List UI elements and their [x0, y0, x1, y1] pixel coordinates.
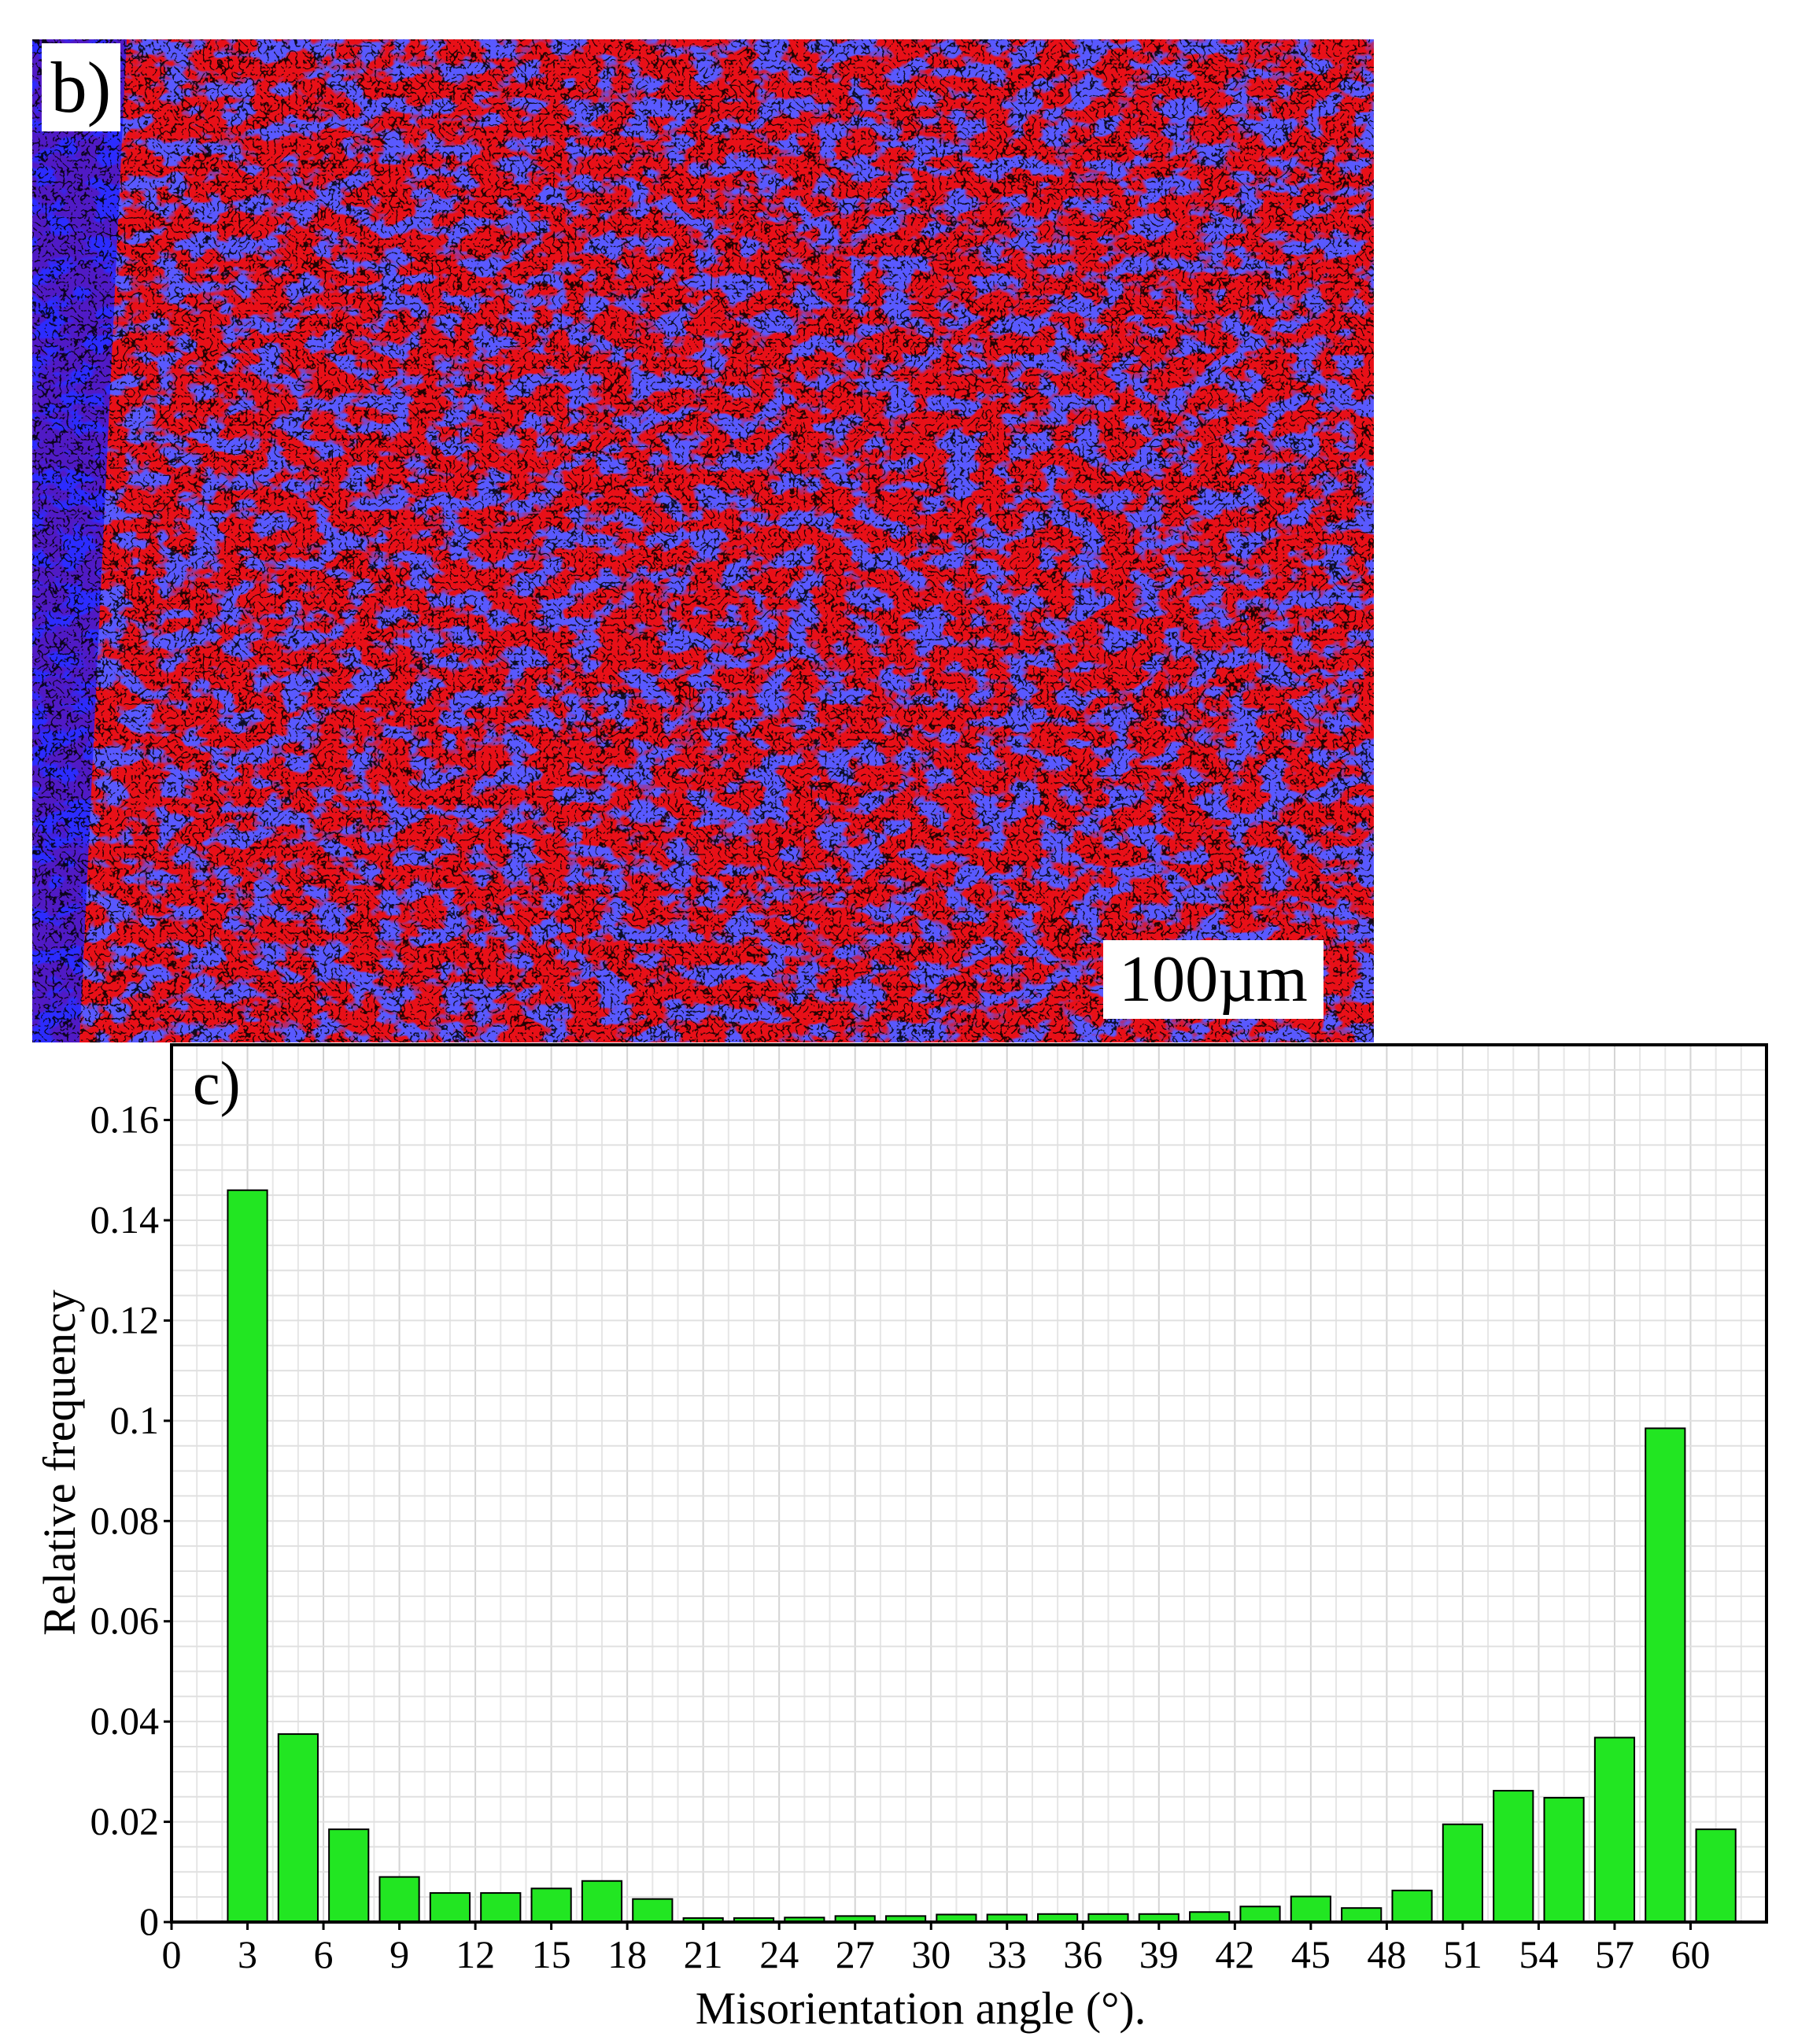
bar — [530, 1887, 572, 1924]
x-tick-label: 6 — [314, 1932, 334, 1976]
y-tick-label: 0 — [139, 1899, 159, 1943]
bar — [378, 1876, 420, 1924]
x-axis-title: Misorientation angle (°). — [696, 1983, 1146, 2034]
x-tick-label: 54 — [1519, 1932, 1558, 1976]
y-tick-label: 0.12 — [90, 1297, 160, 1341]
x-tick-label: 24 — [759, 1932, 799, 1976]
y-axis-ticks: 0 0.02 0.04 0.06 0.08 0.1 0.12 0.14 0.16 — [90, 1098, 172, 1943]
y-tick-label: 0.14 — [90, 1197, 160, 1242]
y-tick-label: 0.08 — [90, 1498, 160, 1542]
bar — [632, 1898, 674, 1923]
x-tick-label: 42 — [1215, 1932, 1254, 1976]
bar — [1239, 1906, 1281, 1923]
plot-frame — [170, 1043, 1768, 1924]
x-tick-label: 33 — [988, 1932, 1027, 1976]
bar — [480, 1892, 522, 1923]
bar — [328, 1828, 370, 1924]
x-tick-label: 48 — [1367, 1932, 1406, 1976]
bar — [1341, 1907, 1383, 1923]
scale-bar-label: 100µm — [1103, 940, 1324, 1019]
bar — [1645, 1427, 1686, 1923]
x-tick-label: 15 — [532, 1932, 571, 1976]
bar — [429, 1892, 471, 1923]
bar — [1442, 1823, 1484, 1923]
bar — [277, 1733, 319, 1924]
grain-boundary-network — [32, 39, 1374, 1042]
bar — [1391, 1889, 1433, 1924]
bar — [1593, 1736, 1636, 1924]
bar-series — [227, 1189, 1737, 1924]
bar — [227, 1189, 268, 1924]
x-tick-label: 18 — [607, 1932, 647, 1976]
panel-b-label: b) — [42, 43, 120, 131]
x-tick-label: 45 — [1291, 1932, 1331, 1976]
chart-grid — [171, 1044, 1767, 1923]
ebsd-phase-map: b) 100µm — [32, 39, 1374, 1042]
x-tick-label: 3 — [238, 1932, 257, 1976]
y-tick-label: 0.02 — [90, 1799, 160, 1843]
y-tick-label: 0.06 — [90, 1599, 160, 1643]
panel-c-label: c) — [193, 1049, 241, 1117]
x-tick-label: 21 — [684, 1932, 723, 1976]
y-tick-label: 0.04 — [90, 1699, 160, 1743]
x-tick-label: 9 — [389, 1932, 409, 1976]
x-tick-label: 51 — [1443, 1932, 1482, 1976]
y-axis-title: Relative frequency — [34, 1289, 85, 1636]
x-axis-ticks: 0 3 6 9 12 15 18 21 24 27 30 33 36 39 42 45 48 51 54 57 60 — [162, 1922, 1710, 1976]
bar — [1695, 1828, 1737, 1924]
phase-map-graphic — [32, 39, 1374, 1042]
x-tick-label: 0 — [162, 1932, 182, 1976]
bar — [1543, 1796, 1585, 1923]
x-tick-label: 60 — [1671, 1932, 1710, 1976]
x-tick-label: 30 — [911, 1932, 951, 1976]
scale-bar: 100µm — [1072, 940, 1363, 1042]
bar — [581, 1880, 623, 1924]
x-tick-label: 12 — [456, 1932, 495, 1976]
y-tick-label: 0.1 — [110, 1398, 160, 1442]
bar — [1290, 1895, 1331, 1923]
y-tick-label: 0.16 — [90, 1098, 160, 1142]
x-tick-label: 36 — [1063, 1932, 1102, 1976]
x-tick-label: 27 — [836, 1932, 875, 1976]
x-tick-label: 39 — [1139, 1932, 1179, 1976]
x-tick-label: 57 — [1595, 1932, 1634, 1976]
bar — [1493, 1790, 1534, 1924]
